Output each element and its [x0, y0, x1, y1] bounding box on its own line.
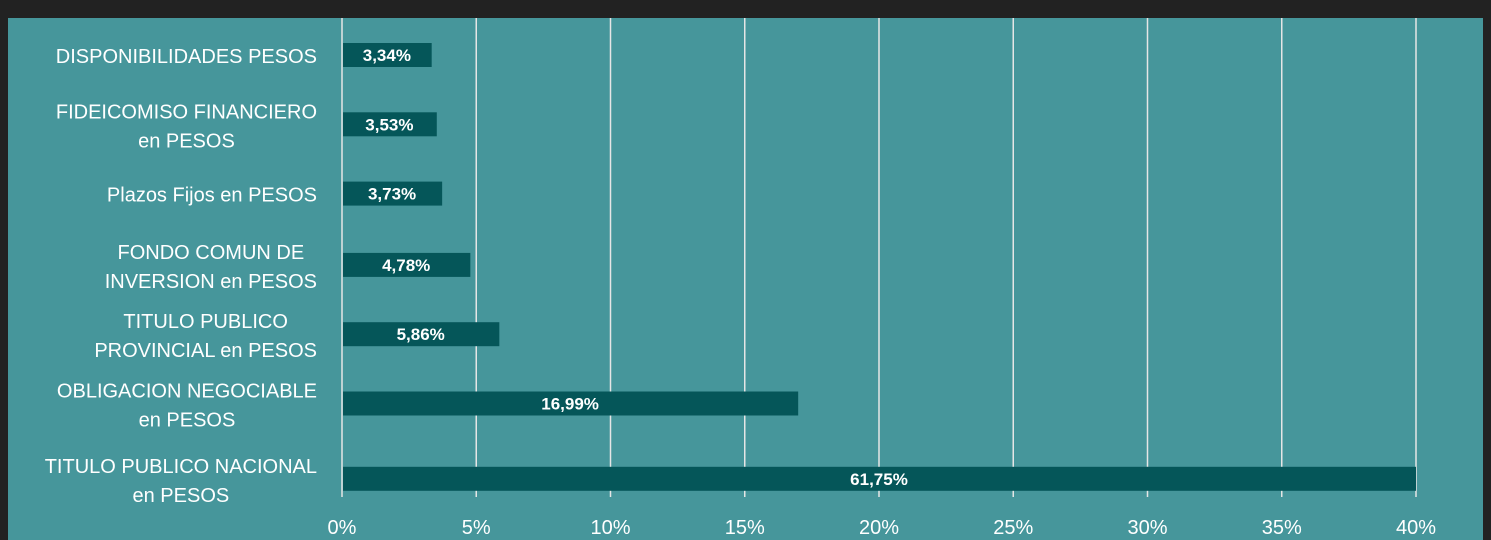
- category-label: FIDEICOMISO FINANCIERO en PESOS: [56, 101, 317, 152]
- x-tick-label: 35%: [1262, 517, 1302, 539]
- bar-value-label: 16,99%: [541, 395, 599, 414]
- category-label-line: INVERSION en PESOS: [105, 271, 317, 293]
- category-labels: DISPONIBILIDADES PESOS FIDEICOMISO FINANC…: [45, 46, 317, 507]
- category-label-line: FIDEICOMISO FINANCIERO: [56, 101, 317, 123]
- x-tick-label: 10%: [590, 517, 630, 539]
- bar-value-label: 3,73%: [368, 185, 416, 204]
- category-label-line: DISPONIBILIDADES PESOS: [56, 46, 317, 68]
- bar: [343, 466, 1416, 491]
- x-tick-label: 25%: [993, 517, 1033, 539]
- category-label-line: Plazos Fijos en PESOS: [107, 185, 317, 207]
- category-label-line: PROVINCIAL en PESOS: [94, 340, 317, 362]
- x-tick-label: 5%: [462, 517, 491, 539]
- x-tick-label: 0%: [328, 517, 357, 539]
- category-label-line: en PESOS: [133, 485, 230, 507]
- bar-value-label: 5,86%: [397, 325, 445, 344]
- bar: [343, 322, 500, 347]
- category-label: Plazos Fijos en PESOS: [107, 185, 317, 207]
- x-axis-tick-labels: 0% 5% 10% 15% 20% 25% 30% 35% 40%: [328, 517, 1437, 539]
- x-tick-label: 40%: [1396, 517, 1436, 539]
- x-tick-label: 20%: [859, 517, 899, 539]
- bar-value-label: 61,75%: [850, 470, 908, 489]
- bars: 3,34% 3,53% 3,73% 4,78% 5,86% 16,99% 61,75%: [343, 43, 1416, 491]
- bar: [343, 112, 437, 137]
- category-label-line: TITULO PUBLICO NACIONAL: [45, 456, 317, 478]
- bar-value-label: 3,34%: [363, 46, 411, 65]
- category-label-line: OBLIGACION NEGOCIABLE: [57, 381, 317, 403]
- category-label: TITULO PUBLICO NACIONAL en PESOS: [45, 456, 317, 507]
- category-label-line: FONDO COMUN DE: [118, 242, 305, 264]
- bar: [343, 181, 443, 206]
- bar-value-label: 3,53%: [365, 115, 413, 134]
- gridlines: [341, 18, 1417, 497]
- bar: [343, 43, 432, 67]
- x-tick-label: 15%: [725, 517, 765, 539]
- category-label-line: en PESOS: [138, 130, 235, 152]
- category-label-line: TITULO PUBLICO: [123, 311, 287, 333]
- category-label: FONDO COMUN DE INVERSION en PESOS: [105, 242, 317, 293]
- bar: [343, 391, 799, 416]
- bar-value-label: 4,78%: [382, 256, 430, 275]
- category-label-line: en PESOS: [139, 410, 236, 432]
- x-tick-label: 30%: [1127, 517, 1167, 539]
- category-label: TITULO PUBLICO PROVINCIAL en PESOS: [94, 311, 317, 362]
- bar: [343, 252, 471, 277]
- category-label: DISPONIBILIDADES PESOS: [56, 46, 317, 68]
- category-label: OBLIGACION NEGOCIABLE en PESOS: [57, 381, 317, 432]
